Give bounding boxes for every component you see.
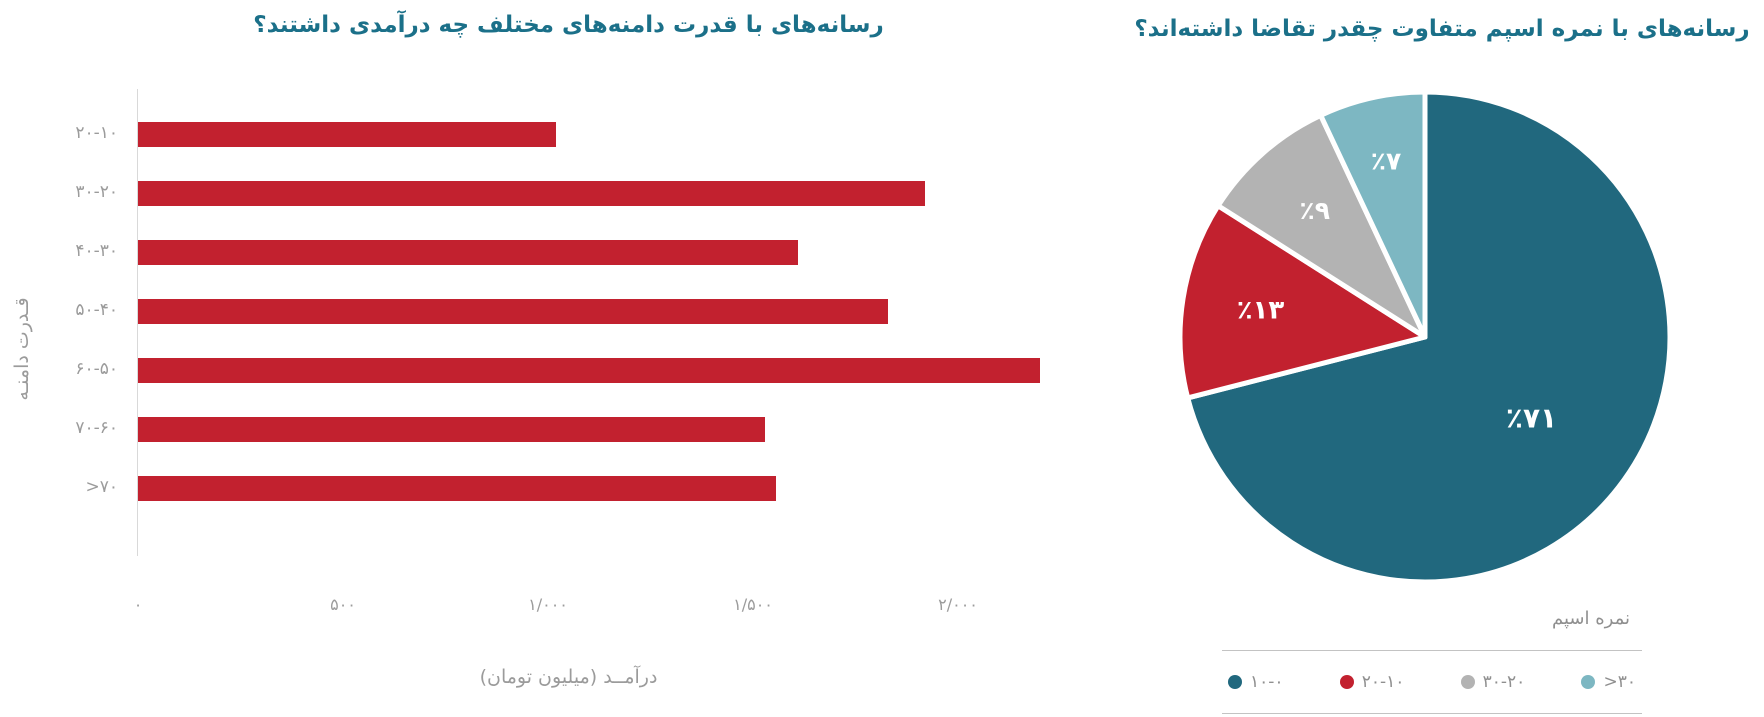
- bar-10-20: [138, 121, 556, 147]
- bar-60-70: [138, 416, 765, 442]
- legend-dot: [1581, 675, 1596, 689]
- legend-item-0-10: ۱۰-۰: [1228, 672, 1284, 692]
- bar-40-50: [138, 298, 888, 324]
- x-tick-label: ۵۰۰: [330, 595, 356, 614]
- bar-chart-plot-area: [138, 91, 1058, 556]
- pie-legend-title: نمره اسپم: [1552, 608, 1630, 629]
- bar-50-60: [138, 357, 1040, 383]
- pie-chart: ٪۷۱ ٪۱۳ ٪۹ ٪۷: [1177, 89, 1673, 585]
- pie-chart-title: رسانه‌های با نمره اسپم متفاوت چقدر تقاضا…: [1134, 16, 1750, 42]
- pie-percent-label: ٪۹: [1300, 196, 1331, 225]
- y-tick-label: ۴۰-۳۰: [75, 241, 118, 261]
- bar-chart-x-tick-labels: ۰ ۵۰۰ ۱/۰۰۰ ۱/۵۰۰ ۲/۰۰۰: [134, 595, 1058, 621]
- legend-label: ۲۰-۱۰: [1361, 672, 1405, 692]
- pie-slice-0-10: [1185, 89, 1673, 585]
- legend-label: ۳۰-۲۰: [1482, 672, 1526, 692]
- y-tick-label: >۷۰: [85, 477, 118, 497]
- y-tick-label: ۳۰-۲۰: [75, 182, 118, 202]
- pie-legend: ۱۰-۰ ۲۰-۱۰ ۳۰-۲۰ >۳۰: [1222, 650, 1642, 714]
- y-tick-label: ۲۰-۱۰: [75, 123, 118, 143]
- y-tick-label: ۷۰-۶۰: [75, 418, 118, 438]
- bar-20-30: [138, 180, 925, 206]
- pie-percent-label: ٪۷۱: [1506, 402, 1557, 435]
- legend-label: ۱۰-۰: [1250, 672, 1284, 692]
- pie-percent-label: ٪۱۳: [1237, 295, 1285, 325]
- legend-dot: [1228, 675, 1242, 689]
- x-tick-label: ۰: [133, 595, 143, 614]
- pie-percent-label: ٪۷: [1371, 147, 1402, 176]
- y-tick-label: ۵۰-۴۰: [75, 300, 118, 320]
- bar-30-40: [138, 239, 798, 265]
- y-tick-label: ۶۰-۵۰: [75, 359, 118, 379]
- legend-item-gt30: >۳۰: [1581, 672, 1636, 692]
- bar->70: [138, 475, 776, 501]
- pie-slice-gt30: [1318, 89, 1428, 340]
- bar-chart-x-axis-title: درآمــد (میلیون تومان): [479, 666, 658, 688]
- legend-dot: [1460, 675, 1475, 689]
- x-tick-label: ۱/۵۰۰: [733, 595, 773, 614]
- x-tick-label: ۲/۰۰۰: [938, 595, 978, 614]
- bar-chart-y-tick-labels: ۲۰-۱۰ ۳۰-۲۰ ۴۰-۳۰ ۵۰-۴۰ ۶۰-۵۰ ۷۰-۶۰ >۷۰: [30, 91, 118, 556]
- legend-item-20-30: ۳۰-۲۰: [1460, 672, 1526, 692]
- legend-label: >۳۰: [1603, 672, 1636, 692]
- pie-slice-10-20: [1177, 203, 1428, 401]
- pie-slice-20-30: [1215, 112, 1428, 340]
- bar-chart-title: رسانه‌های با قدرت دامنه‌های مختلف چه درآ…: [253, 12, 884, 38]
- legend-dot: [1339, 675, 1354, 689]
- bar-chart-y-axis-line: [137, 89, 138, 556]
- x-tick-label: ۱/۰۰۰: [528, 595, 568, 614]
- legend-item-10-20: ۲۰-۱۰: [1339, 672, 1405, 692]
